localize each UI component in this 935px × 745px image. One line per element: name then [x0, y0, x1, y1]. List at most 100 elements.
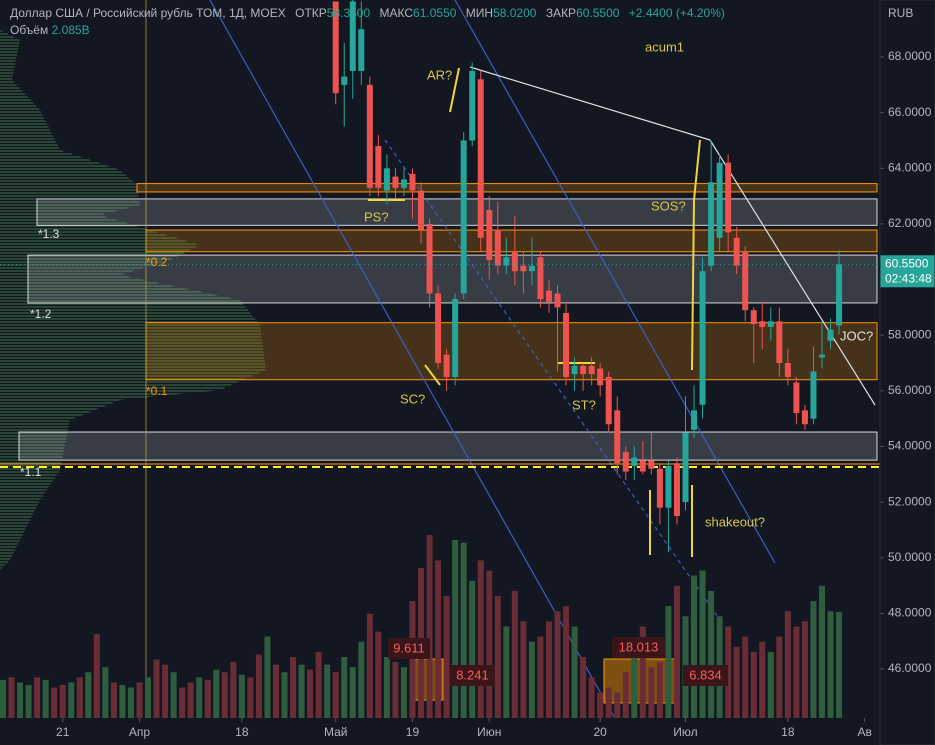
- x-tick-label: 21: [56, 725, 70, 739]
- volume-bar: [784, 611, 791, 718]
- candle-body: [614, 410, 621, 464]
- candle-body: [605, 376, 612, 425]
- volume-label: Объём: [10, 23, 49, 37]
- volume-bar: [801, 621, 808, 718]
- annotation: ST?: [572, 397, 596, 412]
- volume-bar: [375, 631, 382, 718]
- annotation: SOS?: [651, 198, 686, 213]
- candle-body: [725, 162, 732, 233]
- volume-bar: [145, 677, 152, 718]
- x-tick-label: 18: [235, 725, 249, 739]
- candle-body: [699, 271, 706, 405]
- volume-bar: [605, 687, 612, 718]
- volume-bar: [238, 674, 245, 718]
- zone: [136, 183, 878, 193]
- ohlc-label: МАКС: [379, 6, 414, 20]
- volume-bar: [460, 542, 467, 718]
- fib-label: *1.3: [38, 227, 60, 241]
- candle-body: [503, 257, 510, 266]
- y-tick-label: 68.0000: [888, 49, 932, 63]
- volume-bar: [213, 669, 220, 718]
- volume-bar: [196, 677, 203, 718]
- volume-bar: [392, 662, 399, 718]
- volume-bar: [631, 641, 638, 718]
- volume-sum: 9.611: [393, 640, 425, 655]
- volume-bar: [443, 595, 450, 718]
- candle-body: [392, 176, 399, 188]
- volume-bar: [221, 672, 228, 718]
- price-axis: [879, 0, 935, 745]
- volume-bar: [708, 590, 715, 718]
- volume-bar: [597, 692, 604, 718]
- volume-bar: [255, 654, 262, 718]
- y-tick-label: 66.0000: [888, 105, 932, 119]
- volume-bar: [0, 679, 6, 718]
- volume-bar: [469, 580, 476, 718]
- candle-body: [409, 173, 416, 191]
- volume-bar: [341, 656, 348, 718]
- volume-bar: [767, 651, 774, 718]
- volume-bar: [153, 659, 160, 718]
- volume-bar: [545, 621, 552, 718]
- volume-bar: [349, 667, 356, 718]
- volume-bar: [648, 667, 655, 718]
- candle-body: [494, 229, 501, 266]
- volume-bar: [298, 664, 305, 718]
- candle-body: [520, 265, 527, 272]
- candle-body: [358, 29, 365, 71]
- y-tick-label: 46.0000: [888, 661, 932, 675]
- candle-body: [767, 321, 774, 327]
- volume-bar: [170, 672, 177, 718]
- volume-bar: [315, 651, 322, 718]
- candle-body: [836, 264, 843, 326]
- volume-bar: [324, 664, 331, 718]
- candle-body: [673, 463, 680, 517]
- candle-body: [742, 251, 749, 311]
- candle-body: [528, 265, 535, 272]
- candle-body: [648, 460, 655, 469]
- candle-body: [750, 310, 757, 325]
- candle-body: [460, 140, 467, 294]
- volume-bar: [588, 677, 595, 718]
- volume-bar: [136, 682, 143, 718]
- volume-bar: [580, 656, 587, 718]
- candle-body: [656, 468, 663, 508]
- volume-bar: [725, 626, 732, 718]
- candle-body: [452, 299, 459, 377]
- volume-bar: [691, 575, 698, 718]
- volume-bar: [452, 540, 459, 718]
- candle-body: [733, 237, 740, 266]
- volume-bar: [272, 664, 279, 718]
- zone: [145, 322, 878, 381]
- fib-label: *0.2: [146, 255, 168, 269]
- fib-label: *1.2: [30, 307, 52, 321]
- ohlc-row: Доллар США / Российский рубль ТОМ, 1Д, M…: [10, 6, 725, 20]
- volume-bar: [264, 636, 271, 718]
- ohlc-label: МИН: [465, 6, 494, 20]
- volume-bar: [827, 611, 834, 718]
- candle-body: [622, 452, 629, 472]
- candle-body: [597, 368, 604, 386]
- ohlc-value: 58.0200: [493, 6, 537, 20]
- volume-bar: [409, 601, 416, 718]
- volume-bar: [76, 677, 83, 718]
- volume-bar: [51, 687, 58, 718]
- ohlc-value: 58.3500: [326, 6, 371, 20]
- candle-body: [375, 146, 382, 188]
- candle-body: [784, 363, 791, 377]
- candle-body: [639, 460, 646, 472]
- volume-bar: [247, 677, 254, 718]
- volume-bar: [554, 611, 561, 718]
- y-tick-label: 62.0000: [888, 216, 932, 230]
- volume-bar: [733, 646, 740, 718]
- y-tick-label: 54.0000: [888, 439, 932, 453]
- volume-bar: [656, 662, 663, 718]
- candle-body: [511, 251, 518, 272]
- candle-body: [349, 1, 356, 71]
- volume-bar: [537, 636, 544, 718]
- candle-body: [571, 365, 578, 375]
- candle-body: [759, 321, 766, 327]
- volume-bar: [187, 682, 194, 718]
